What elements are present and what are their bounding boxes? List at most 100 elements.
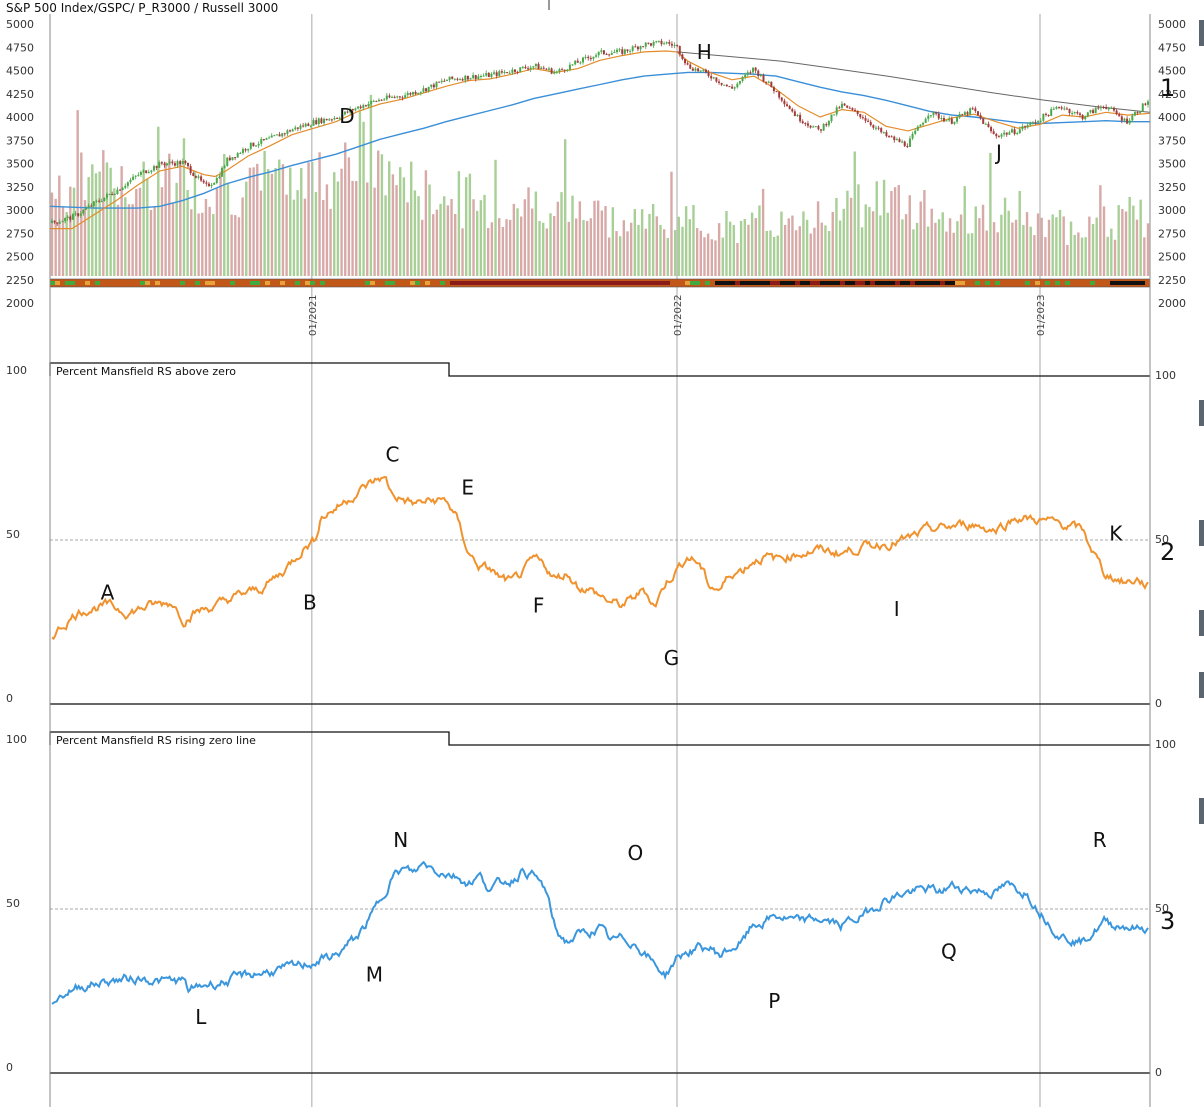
volume-bar — [347, 157, 351, 276]
candle-body — [835, 107, 838, 115]
candle-body — [534, 63, 537, 67]
signal-segment — [70, 281, 76, 285]
volume-bar — [457, 171, 461, 276]
signal-segment — [160, 281, 166, 285]
signal-segment — [345, 281, 351, 285]
volume-bar — [391, 174, 395, 276]
price-tick-right: 3750 — [1158, 134, 1186, 147]
volume-bar — [857, 184, 860, 276]
volume-bar — [908, 195, 911, 276]
price-tick-right: 3250 — [1158, 181, 1186, 194]
candle-body — [547, 68, 550, 70]
volume-bar — [970, 233, 974, 276]
volume-bar — [750, 212, 754, 276]
signal-segment — [510, 281, 516, 285]
volume-bar — [465, 177, 468, 276]
candle-body — [602, 50, 605, 54]
candle-body — [228, 157, 231, 161]
volume-bar — [923, 190, 926, 276]
candle-body — [665, 42, 668, 44]
volume-bar — [831, 211, 834, 276]
candle-body — [1076, 112, 1079, 114]
signal-segment — [255, 281, 261, 285]
volume-bar — [1066, 244, 1069, 276]
candle-body — [969, 108, 972, 115]
volume-bar — [791, 215, 794, 276]
signal-segment — [400, 281, 406, 285]
signal-segment — [1015, 281, 1021, 285]
volume-bar — [505, 219, 508, 276]
signal-segment — [875, 281, 881, 285]
volume-bar — [219, 171, 222, 276]
signal-segment — [1030, 281, 1036, 285]
volume-bar — [523, 199, 527, 276]
volume-bar — [692, 205, 695, 276]
candle-body — [404, 95, 407, 98]
candle-body — [142, 170, 145, 173]
price-tick-left: 4750 — [6, 41, 34, 54]
candle-body — [354, 108, 357, 111]
axis-tick-right: 0 — [1155, 697, 1162, 710]
candle-body — [579, 62, 582, 64]
candle-body — [105, 194, 108, 198]
candle-body — [1136, 112, 1139, 114]
volume-bar — [809, 233, 812, 276]
signal-segment — [360, 281, 366, 285]
candle-body — [872, 125, 875, 128]
volume-bar — [717, 223, 721, 276]
candle-body — [686, 63, 689, 65]
signal-segment — [440, 281, 446, 285]
candle-body — [812, 126, 815, 128]
candle-body — [759, 74, 762, 77]
candle-body — [82, 209, 85, 214]
candle-body — [139, 172, 142, 175]
volume-bar — [1022, 225, 1025, 276]
candle-body — [205, 182, 208, 184]
volume-bar — [1000, 214, 1003, 276]
volume-bar — [813, 227, 816, 276]
signal-strip — [49, 278, 1151, 288]
volume-bar — [956, 221, 959, 276]
volume-bar — [131, 204, 134, 276]
volume-bar — [186, 189, 189, 276]
volume-bar — [388, 161, 391, 276]
signal-segment — [595, 281, 601, 285]
candle-body — [1008, 132, 1011, 135]
volume-bar — [926, 226, 930, 276]
signal-segment — [270, 281, 276, 285]
signal-segment — [655, 281, 661, 285]
signal-segment — [1090, 281, 1096, 285]
volume-bar — [769, 230, 772, 276]
candle-body — [401, 97, 404, 99]
candle-body — [231, 157, 234, 161]
volume-bar — [626, 231, 629, 276]
candle-body — [652, 41, 655, 46]
candle-body — [950, 118, 953, 124]
candle-body — [506, 72, 509, 74]
volume-bar — [362, 121, 365, 277]
candle-body — [388, 95, 391, 98]
volume-bar — [728, 221, 732, 276]
volume-bar — [618, 236, 622, 276]
volume-bar — [673, 230, 677, 276]
candle-body — [1102, 106, 1105, 108]
candle-body — [1078, 113, 1081, 115]
candle-body — [440, 80, 443, 83]
volume-bar — [567, 221, 571, 276]
candle-body — [859, 113, 862, 118]
volume-bar — [978, 218, 981, 276]
candle-body — [767, 81, 770, 83]
candle-body — [545, 68, 548, 70]
candle-body — [312, 120, 315, 126]
annotation-r: R — [1093, 828, 1107, 852]
signal-segment — [925, 281, 931, 285]
signal-segment — [650, 281, 656, 285]
candle-body — [346, 111, 349, 113]
signal-segment — [465, 281, 471, 285]
candle-body — [1073, 112, 1076, 114]
volume-bar — [864, 204, 867, 276]
candle-body — [121, 187, 124, 191]
candle-body — [817, 126, 820, 130]
signal-segment — [645, 281, 651, 285]
